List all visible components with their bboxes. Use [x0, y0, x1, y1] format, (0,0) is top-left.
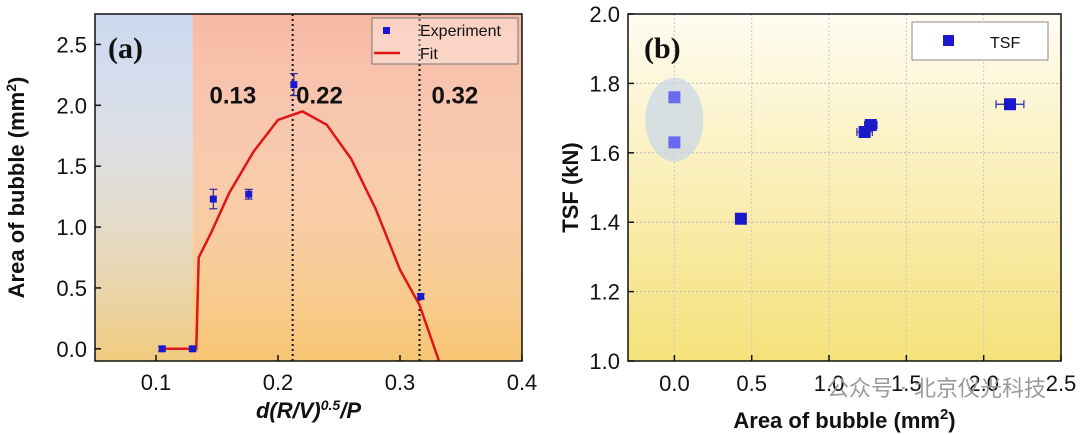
panel-a-x-axis-title: d(R/V)0.5/P [256, 397, 361, 423]
x-tick-label-1: 0.2 [263, 370, 294, 395]
experiment-point-5 [417, 292, 425, 300]
legend-tsf-label: TSF [990, 35, 1020, 52]
tsf-point-5 [1003, 98, 1016, 111]
x-tick-label-3: 0.4 [507, 370, 538, 395]
y-tick-label-3: 1.6 [589, 141, 620, 166]
x-tick-label-4: 2.0 [968, 371, 999, 396]
tsf-point-4 [864, 119, 877, 132]
panel-a-region-labels: 0.13 0.22 0.32 [210, 83, 479, 110]
x-tick-label-2: 0.3 [385, 370, 416, 395]
panel-b-legend: TSF [911, 21, 1049, 61]
region-gradient-overlay [95, 14, 522, 361]
experiment-point-4 [290, 81, 298, 89]
panel-b-y-axis-title: TSF (kN) [558, 142, 583, 232]
x-axis-title-sup: 2 [940, 406, 948, 423]
experiment-point-0 [158, 345, 166, 353]
y-tick-label-4: 1.8 [589, 71, 620, 96]
panel-a-frame [94, 13, 523, 362]
y-tick-label-0: 0.0 [56, 337, 87, 362]
x-tick-label-5: 2.5 [1046, 371, 1077, 396]
panel-b-x-axis-title: Area of bubble (mm2) [733, 406, 955, 433]
x-tick-label-1: 0.5 [736, 371, 767, 396]
watermark-text: 公众号 · 北京仪光科技 [827, 377, 1046, 402]
tsf-point-1 [668, 136, 681, 149]
experiment-point-3 [245, 190, 253, 198]
y-tick-label-2: 1.0 [56, 215, 87, 240]
region-label-2: 0.32 [432, 83, 479, 110]
legend-experiment-label: Experiment [420, 23, 501, 40]
y-tick-label-3: 1.5 [56, 154, 87, 179]
x-tick-label-3: 1.5 [891, 371, 922, 396]
x-tick-label-2: 1.0 [814, 371, 845, 396]
x-axis-title-main: Area of bubble (mm [733, 408, 940, 433]
y-axis-title-tail: ) [4, 77, 29, 84]
panel-a-ticks: 0.1 0.2 0.3 0.4 0.0 0.5 1.0 1.5 2.0 2.5 [56, 32, 537, 395]
panel-a-experiment-points [158, 73, 425, 353]
tsf-point-2 [734, 212, 747, 225]
chart-panel-b: 0.0 0.5 1.0 1.5 2.0 2.5 1.0 1.2 1.4 1.6 1.8 2.0 (b)… [558, 2, 1076, 433]
fit-curve-line [162, 110, 441, 362]
y-tick-label-2: 1.4 [589, 210, 620, 235]
y-tick-label-1: 0.5 [56, 276, 87, 301]
tsf-point-0 [668, 91, 681, 104]
legend-experiment-marker [383, 27, 390, 34]
experiment-point-2 [209, 195, 217, 203]
y-tick-label-1: 1.2 [589, 280, 620, 305]
y-tick-label-0: 1.0 [589, 349, 620, 374]
legend-tsf-marker [943, 35, 954, 46]
x-axis-title-main: d(R/V) [256, 398, 321, 423]
panel-b-background [628, 14, 1061, 361]
panel-a-y-axis-title: Area of bubble (mm2) [3, 77, 29, 299]
region-label-0: 0.13 [210, 83, 257, 110]
panel-a-fit-curve [162, 110, 441, 362]
panel-a-label: (a) [108, 32, 143, 65]
x-axis-title-tail: ) [948, 408, 955, 433]
panel-b-legend-box [911, 21, 1049, 61]
panel-b-highlight-ellipse [645, 77, 704, 162]
y-axis-title-main: Area of bubble (mm [4, 92, 29, 299]
legend-fit-label: Fit [420, 46, 438, 63]
x-tick-label-0: 0.1 [141, 370, 172, 395]
panel-a-background [95, 14, 522, 361]
panel-b-ticks: 0.0 0.5 1.0 1.5 2.0 2.5 1.0 1.2 1.4 1.6 1.8 2.0 [589, 2, 1076, 396]
x-tick-label-0: 0.0 [659, 371, 690, 396]
x-axis-title-tail: /P [339, 398, 361, 423]
x-axis-title-sup: 0.5 [321, 397, 341, 413]
y-axis-title-sup: 2 [3, 84, 19, 92]
panel-b-frame [627, 13, 1062, 362]
region-label-1: 0.22 [296, 83, 343, 110]
y-tick-label-5: 2.0 [589, 2, 620, 27]
panel-a-legend-box [371, 17, 519, 65]
y-tick-label-4: 2.0 [56, 93, 87, 118]
panel-a-legend: Experiment Fit [371, 17, 519, 65]
panel-b-tsf-points [668, 91, 1025, 225]
experiment-point-1 [189, 345, 197, 353]
panel-b-label: (b) [644, 32, 681, 65]
chart-panel-a: 0.1 0.2 0.3 0.40.00.51.01.52.02.5 (a) 0.13 0… [3, 13, 537, 423]
y-tick-label-5: 2.5 [56, 32, 87, 57]
